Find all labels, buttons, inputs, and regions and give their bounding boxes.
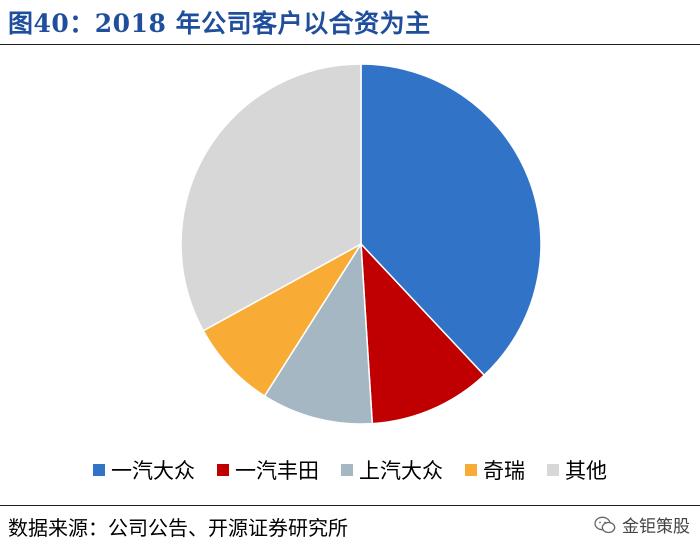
legend-label: 其他 <box>565 459 607 483</box>
pie-slice-3 <box>202 243 362 398</box>
footer-divider <box>0 505 700 506</box>
legend-swatch <box>217 464 229 476</box>
legend-label: 一汽大众 <box>111 459 195 483</box>
legend-label: 上汽大众 <box>359 459 443 483</box>
legend-swatch <box>465 464 477 476</box>
chart-legend: 一汽大众 一汽丰田 上汽大众 奇瑞 其他 <box>0 455 700 485</box>
pie-slice-2 <box>263 241 374 425</box>
legend-item-0: 一汽大众 <box>93 455 195 485</box>
legend-label: 一汽丰田 <box>235 459 319 483</box>
pie-slice-0 <box>360 63 542 377</box>
source-note: 数据来源：公司公告、开源证券研究所 <box>8 516 348 540</box>
title-divider <box>0 44 700 45</box>
legend-swatch <box>341 464 353 476</box>
watermark-text: 金钜策股 <box>622 517 690 537</box>
pie-slice-4 <box>180 63 362 332</box>
legend-item-2: 上汽大众 <box>341 455 443 485</box>
legend-item-3: 奇瑞 <box>465 455 525 485</box>
legend-swatch <box>93 464 105 476</box>
legend-label: 奇瑞 <box>483 459 525 483</box>
legend-swatch <box>547 464 559 476</box>
watermark: 金钜策股 <box>594 512 690 537</box>
pie-slice-1 <box>360 241 486 425</box>
legend-item-4: 其他 <box>547 455 607 485</box>
wechat-icon <box>594 516 616 533</box>
figure-title: 图40：2018 年公司客户以合资为主 <box>8 9 431 38</box>
legend-item-1: 一汽丰田 <box>217 455 319 485</box>
pie-chart <box>180 63 542 425</box>
